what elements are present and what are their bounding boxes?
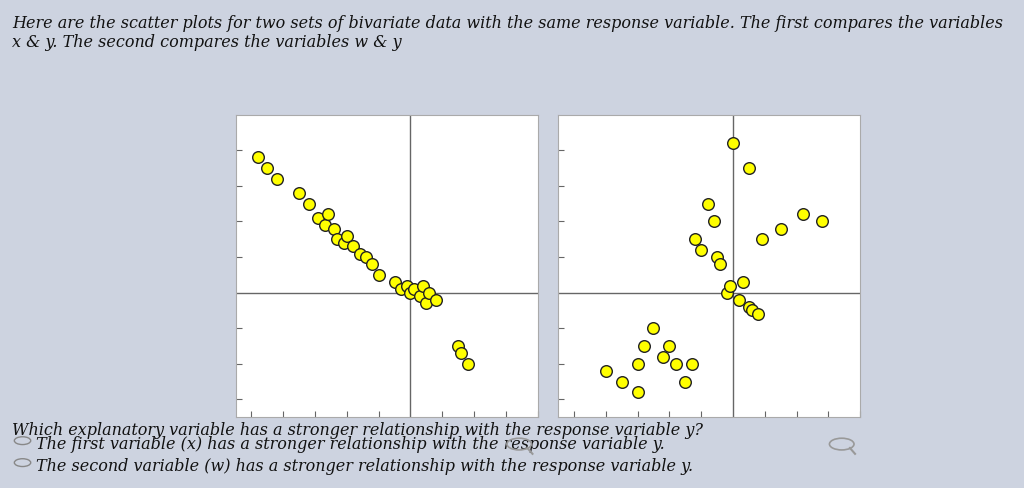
Point xyxy=(371,271,387,279)
Point xyxy=(712,260,728,268)
Point xyxy=(734,278,751,286)
Point xyxy=(668,360,684,368)
Point xyxy=(636,342,652,350)
Point xyxy=(719,289,735,297)
Point xyxy=(326,224,342,232)
Point xyxy=(677,378,693,386)
Point xyxy=(357,253,374,261)
Point xyxy=(329,235,345,243)
Point xyxy=(250,154,266,162)
Point xyxy=(814,218,830,225)
Point xyxy=(319,210,336,218)
Point xyxy=(336,239,352,247)
Point xyxy=(743,306,760,314)
Point xyxy=(365,260,381,268)
Point xyxy=(339,232,355,240)
Text: Which explanatory variable has a stronger relationship with the response variabl: Which explanatory variable has a stronge… xyxy=(12,422,703,439)
Point xyxy=(460,360,476,368)
Point xyxy=(598,367,614,375)
Point xyxy=(683,360,699,368)
Point xyxy=(725,139,741,147)
Point xyxy=(706,218,722,225)
Point xyxy=(428,296,444,304)
Point xyxy=(412,292,428,300)
Point xyxy=(291,189,307,197)
Point xyxy=(731,296,748,304)
Point xyxy=(687,235,703,243)
Point xyxy=(740,164,757,172)
Point xyxy=(418,300,434,307)
Point xyxy=(630,388,646,396)
Point xyxy=(392,285,409,293)
Point xyxy=(772,224,788,232)
Point xyxy=(268,175,285,183)
Point xyxy=(386,278,402,286)
Point xyxy=(693,246,710,254)
Point xyxy=(630,360,646,368)
Point xyxy=(795,210,811,218)
Text: The second variable (w) has a stronger relationship with the response variable y: The second variable (w) has a stronger r… xyxy=(36,458,693,475)
Point xyxy=(699,200,716,207)
Point xyxy=(645,325,662,332)
Point xyxy=(406,285,422,293)
Point xyxy=(259,164,275,172)
Point xyxy=(316,221,333,229)
Point xyxy=(709,253,725,261)
Point xyxy=(415,282,431,289)
Point xyxy=(345,243,361,250)
Text: Here are the scatter plots for two sets of bivariate data with the same response: Here are the scatter plots for two sets … xyxy=(12,15,1004,51)
Point xyxy=(421,289,437,297)
Point xyxy=(722,282,738,289)
Point xyxy=(754,235,770,243)
Point xyxy=(751,310,767,318)
Point xyxy=(300,200,316,207)
Point xyxy=(399,282,416,289)
Point xyxy=(662,342,678,350)
Point xyxy=(740,303,757,311)
Point xyxy=(310,214,327,222)
Text: The first variable (x) has a stronger relationship with the response variable y.: The first variable (x) has a stronger re… xyxy=(36,436,665,453)
Point xyxy=(613,378,630,386)
Point xyxy=(351,249,368,257)
Point xyxy=(402,289,419,297)
Point xyxy=(654,353,671,361)
Point xyxy=(450,342,466,350)
Point xyxy=(453,349,469,357)
